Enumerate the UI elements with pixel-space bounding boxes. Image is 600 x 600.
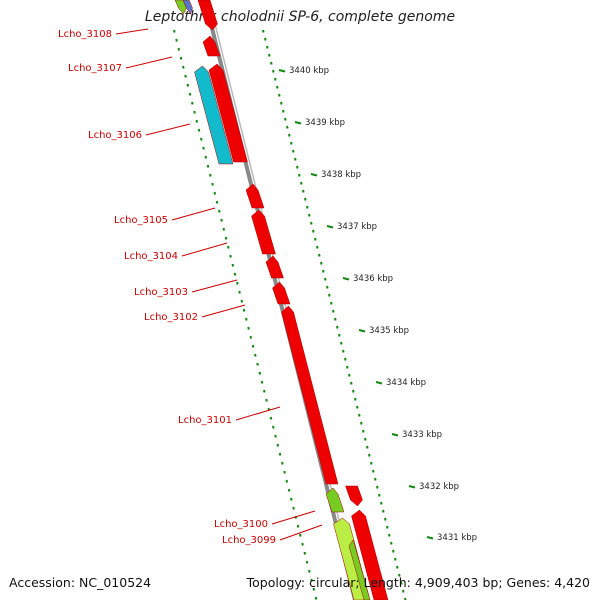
kbp-scale-line <box>262 29 407 600</box>
gene-label[interactable]: Lcho_3101 <box>178 415 232 426</box>
gene-3105 <box>245 183 265 209</box>
kbp-tick <box>408 485 416 489</box>
gene-leader-line <box>145 123 191 136</box>
kbp-tick-label: 3432 kbp <box>419 482 459 492</box>
gene-3108-green <box>174 0 187 15</box>
kbp-tick-label: 3434 kbp <box>386 378 426 388</box>
gene-label[interactable]: Lcho_3104 <box>124 251 178 262</box>
inner-dotted-line <box>173 29 318 600</box>
gene-label[interactable]: Lcho_3107 <box>68 63 122 74</box>
gene-label[interactable]: Lcho_3108 <box>58 29 112 40</box>
accession-text: Accession: NC_010524 <box>9 575 152 590</box>
gene-3108-blue <box>182 0 193 15</box>
gene-label[interactable]: Lcho_3103 <box>134 287 188 298</box>
gene-leader-line <box>115 28 149 35</box>
gene-leader-line <box>171 207 216 221</box>
gene-label[interactable]: Lcho_3102 <box>144 312 198 323</box>
gene-3099-inner <box>348 539 371 600</box>
map-title: Leptothrix cholodnii SP-6, complete geno… <box>144 9 456 25</box>
gene-label[interactable]: Lcho_3106 <box>88 130 142 141</box>
gene-3108 <box>197 0 218 31</box>
kbp-tick-label: 3437 kbp <box>337 222 377 232</box>
kbp-tick-label: 3440 kbp <box>289 66 329 76</box>
gene-3101 <box>281 305 339 485</box>
gene-leader-line <box>181 242 228 257</box>
gene-3106-cyan <box>194 65 234 165</box>
gene-label[interactable]: Lcho_3099 <box>222 535 276 546</box>
gene-3102 <box>272 281 291 305</box>
gene-leader-line <box>271 510 316 525</box>
gene-leader-line <box>201 304 246 318</box>
kbp-tick <box>391 433 399 437</box>
kbp-tick-label: 3438 kbp <box>321 170 361 180</box>
gene-leader-line <box>125 56 173 69</box>
gene-bottom-2 <box>351 509 389 600</box>
gene-3103 <box>265 255 284 279</box>
gene-leader-line <box>191 279 238 293</box>
gene-3106 <box>208 63 248 163</box>
kbp-tick <box>278 69 286 73</box>
gene-3100 <box>325 487 345 513</box>
gene-label[interactable]: Lcho_3100 <box>214 519 268 530</box>
gene-label[interactable]: Lcho_3105 <box>114 215 168 226</box>
topology-text: Topology: circular; Length: 4,909,403 bp… <box>246 575 590 590</box>
kbp-tick <box>375 381 383 385</box>
kbp-tick-label: 3439 kbp <box>305 118 345 128</box>
kbp-tick <box>294 121 302 125</box>
kbp-tick-label: 3436 kbp <box>353 274 393 284</box>
gene-3104 <box>251 209 276 255</box>
kbp-tick <box>358 329 366 333</box>
gene-bottom-1 <box>345 485 363 507</box>
gene-leader-line <box>235 406 281 421</box>
kbp-tick-label: 3431 kbp <box>437 533 477 543</box>
kbp-tick-label: 3433 kbp <box>402 430 442 440</box>
kbp-tick <box>326 225 334 229</box>
kbp-tick <box>426 536 434 540</box>
gene-leader-line <box>279 524 323 541</box>
kbp-tick-label: 3435 kbp <box>369 326 409 336</box>
kbp-tick <box>342 277 350 281</box>
kbp-tick <box>310 173 318 177</box>
gene-3107 <box>202 35 221 57</box>
